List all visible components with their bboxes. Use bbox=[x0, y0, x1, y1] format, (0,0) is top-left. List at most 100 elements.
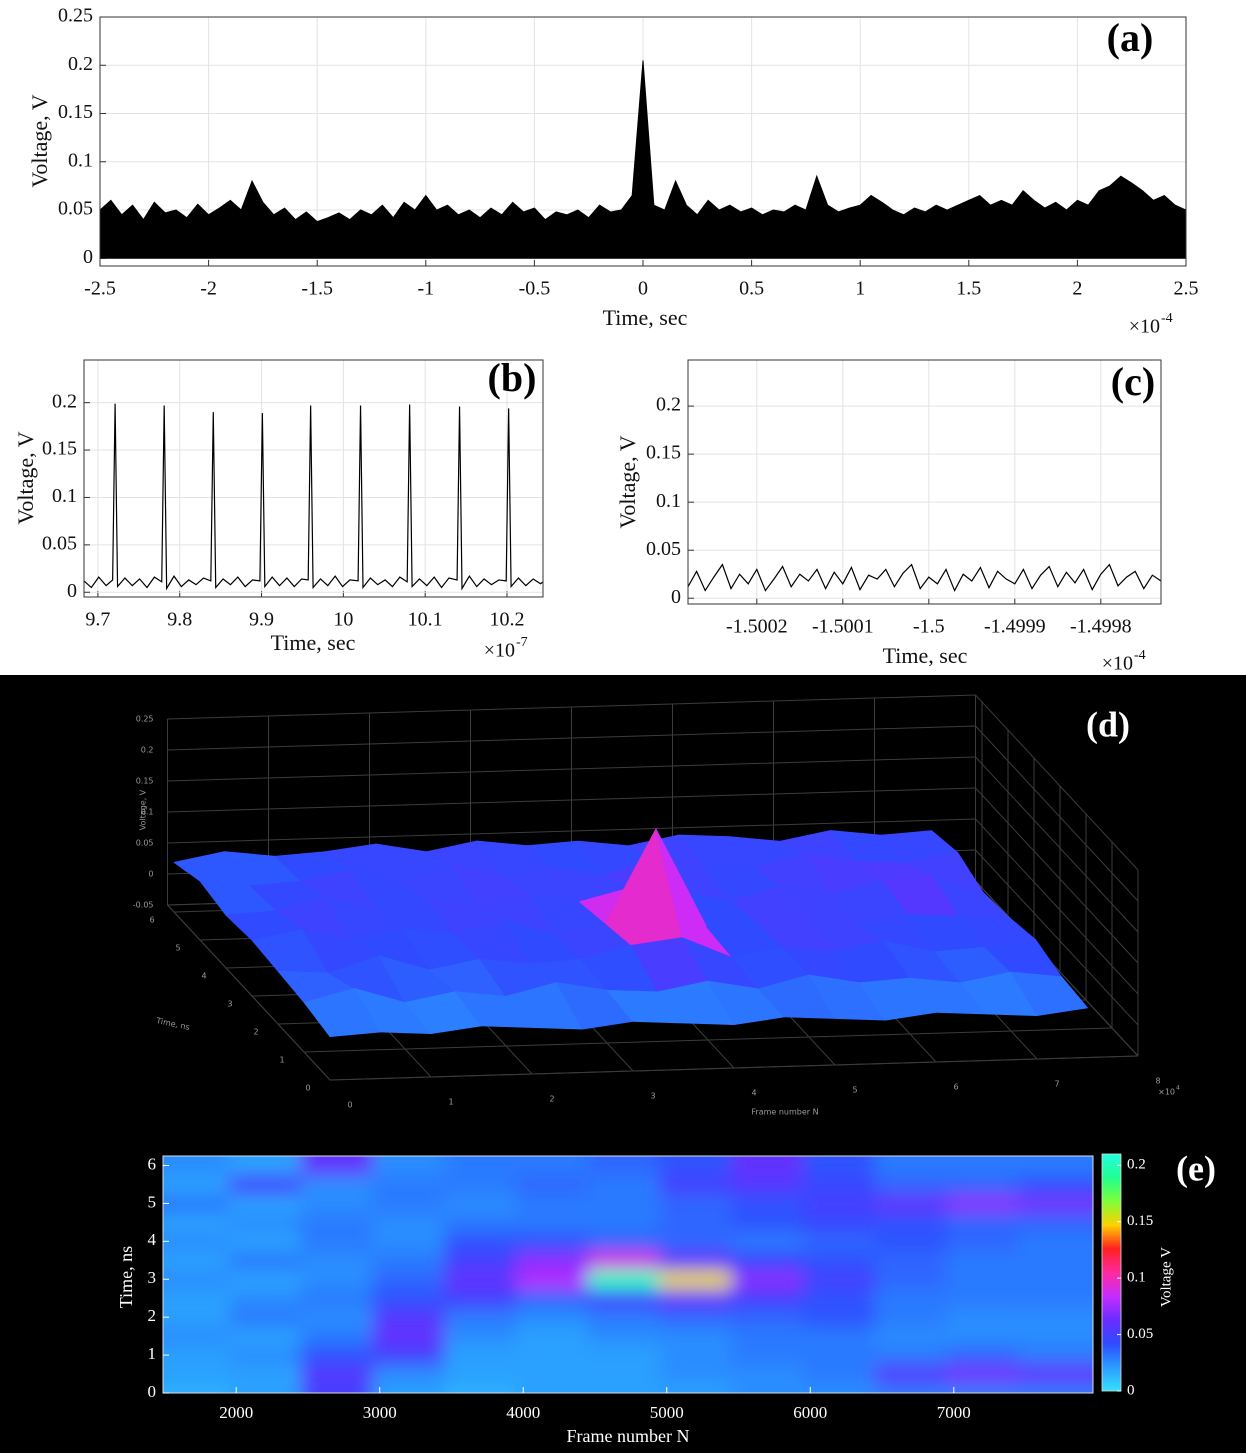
heatmap-cell bbox=[229, 1307, 302, 1328]
heatmap-cell bbox=[803, 1345, 876, 1366]
x-exponent: -7 bbox=[516, 635, 528, 650]
x-exponent: 4 bbox=[1176, 1085, 1180, 1092]
y-tick-label: 2 bbox=[253, 1028, 258, 1037]
heatmap-cell bbox=[946, 1326, 1019, 1347]
z-axis-label: Voltage, V bbox=[139, 789, 148, 830]
heatmap-cell bbox=[229, 1250, 302, 1271]
heatmap-cell bbox=[229, 1364, 302, 1385]
heatmap-cell bbox=[587, 1307, 661, 1328]
heatmap-cell bbox=[163, 1364, 230, 1385]
heatmap-cell bbox=[659, 1307, 732, 1328]
heatmap-cell bbox=[946, 1383, 1019, 1393]
y-tick-label: 0 bbox=[671, 586, 681, 608]
colorbar-tick-label: 0 bbox=[1127, 1382, 1135, 1398]
x-tick-label: -1.4998 bbox=[1070, 616, 1132, 638]
heatmap-cell bbox=[1018, 1383, 1093, 1393]
heatmap-cell bbox=[659, 1326, 732, 1347]
heatmap-cell bbox=[516, 1231, 589, 1252]
y-tick-label: 0.2 bbox=[68, 53, 93, 75]
signal-line bbox=[688, 563, 1161, 592]
x-tick-label: 8 bbox=[1155, 1077, 1160, 1086]
grid-line bbox=[167, 904, 331, 1081]
heatmap-cell bbox=[731, 1364, 804, 1385]
heatmap-cell bbox=[946, 1250, 1019, 1271]
heatmap-cell bbox=[874, 1193, 948, 1214]
x-tick-label: 0 bbox=[347, 1101, 352, 1110]
x-exponent: -4 bbox=[1134, 648, 1146, 663]
heatmap-cell bbox=[946, 1212, 1019, 1233]
y-axis-label: Time, ns bbox=[116, 1246, 136, 1308]
heatmap-cell bbox=[587, 1345, 661, 1366]
heatmap-cell bbox=[300, 1231, 374, 1252]
heatmap-cell bbox=[372, 1156, 445, 1176]
x-tick-label: 7000 bbox=[937, 1403, 971, 1422]
heatmap-cell bbox=[874, 1231, 948, 1252]
heatmap-cell bbox=[659, 1383, 732, 1393]
heatmap-cell bbox=[874, 1212, 948, 1233]
x-tick-label: 5 bbox=[852, 1086, 857, 1095]
x-tick-label: 2 bbox=[1072, 278, 1082, 300]
heatmap-cell bbox=[229, 1174, 302, 1195]
heatmap-cell bbox=[803, 1231, 876, 1252]
y-tick-label: 0.1 bbox=[656, 490, 681, 512]
heatmap-cell bbox=[229, 1326, 302, 1347]
z-tick-label: 0 bbox=[148, 870, 153, 879]
heatmap-cell bbox=[803, 1174, 876, 1195]
signal-area bbox=[100, 60, 1186, 259]
heatmap-cell bbox=[946, 1288, 1019, 1309]
y-tick-label: 6 bbox=[149, 916, 154, 925]
heatmap-cell bbox=[444, 1288, 517, 1309]
y-tick-label: 0.1 bbox=[68, 149, 93, 171]
heatmap-cell bbox=[1018, 1250, 1093, 1271]
heatmap-cell bbox=[300, 1364, 374, 1385]
x-tick-label: 3 bbox=[650, 1092, 655, 1101]
heatmap-cell bbox=[516, 1212, 589, 1233]
x-tick-label: -1.5 bbox=[913, 616, 945, 638]
heatmap-cell bbox=[874, 1345, 948, 1366]
x-tick-label: 4000 bbox=[506, 1403, 540, 1422]
grid-line bbox=[975, 694, 1139, 871]
x-tick-label: 2 bbox=[549, 1095, 554, 1104]
heatmap-cell bbox=[731, 1269, 804, 1290]
y-tick-label: 0.05 bbox=[58, 198, 93, 220]
grid-line bbox=[975, 756, 1139, 933]
y-tick-label: 0.15 bbox=[42, 438, 77, 460]
heatmap-cell bbox=[372, 1288, 445, 1309]
grid-line bbox=[303, 1027, 1113, 1053]
heatmap-cell bbox=[516, 1345, 589, 1366]
heatmap-cell bbox=[659, 1212, 732, 1233]
heatmap-cell bbox=[659, 1345, 732, 1366]
heatmap-cell bbox=[444, 1250, 517, 1271]
y-tick-label: 0 bbox=[148, 1382, 157, 1401]
x-axis-label: Time, sec bbox=[883, 643, 968, 668]
x-tick-label: 3000 bbox=[363, 1403, 397, 1422]
heatmap-cell bbox=[1018, 1212, 1093, 1233]
heatmap-cell bbox=[803, 1269, 876, 1290]
x-tick-label: 7 bbox=[1054, 1080, 1059, 1089]
heatmap-cell bbox=[803, 1288, 876, 1309]
heatmap-cell bbox=[803, 1250, 876, 1271]
heatmap-cell bbox=[516, 1383, 589, 1393]
x-axis-label: Time, sec bbox=[271, 630, 356, 655]
heatmap-cell bbox=[587, 1212, 661, 1233]
heatmap-cell bbox=[587, 1231, 661, 1252]
y-tick-label: 0 bbox=[305, 1084, 310, 1093]
heatmap-cell bbox=[444, 1307, 517, 1328]
heatmap-cell bbox=[300, 1250, 374, 1271]
grid-line bbox=[975, 880, 1139, 1057]
heatmap-cell bbox=[300, 1307, 374, 1328]
heatmap-cell bbox=[587, 1174, 661, 1195]
heatmap-cell bbox=[372, 1383, 445, 1393]
heatmap-cell bbox=[372, 1269, 445, 1290]
heatmap-cell bbox=[1018, 1156, 1093, 1176]
heatmap-cell bbox=[874, 1326, 948, 1347]
heatmap-cell bbox=[516, 1193, 589, 1214]
heatmap-cell bbox=[803, 1193, 876, 1214]
heatmap-cell bbox=[372, 1364, 445, 1385]
heatmap-cell bbox=[444, 1345, 517, 1366]
heatmap-cell bbox=[731, 1345, 804, 1366]
y-axis-label: Voltage, V bbox=[27, 94, 52, 187]
heatmap-cell bbox=[946, 1345, 1019, 1366]
x-multiplier: ×10 bbox=[1158, 1088, 1175, 1097]
